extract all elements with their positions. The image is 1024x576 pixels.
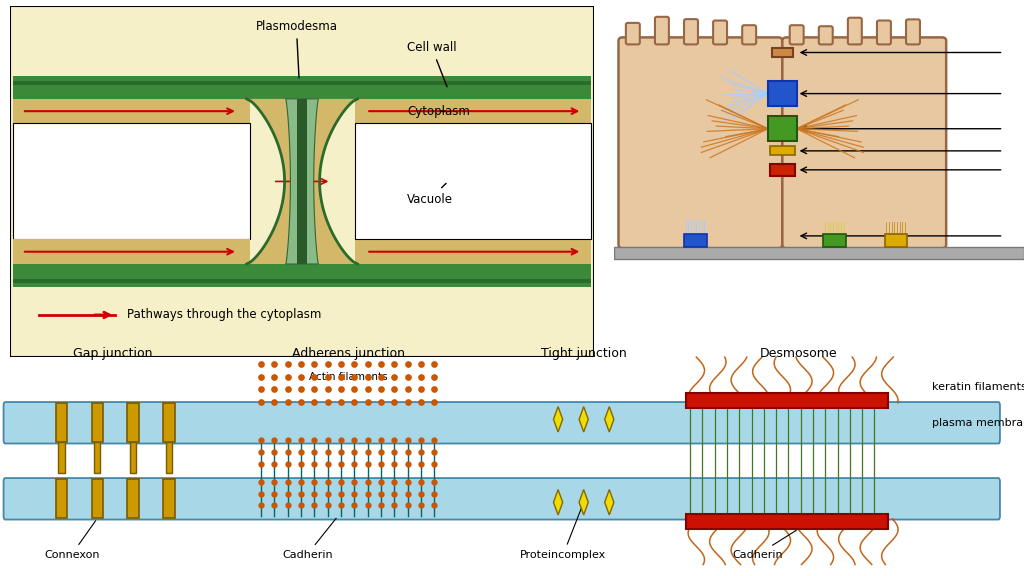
Polygon shape bbox=[286, 99, 318, 264]
Bar bbox=[354, 76, 591, 99]
FancyBboxPatch shape bbox=[782, 37, 946, 248]
Text: Pathways through the cytoplasm: Pathways through the cytoplasm bbox=[127, 309, 322, 321]
Bar bbox=[768, 116, 797, 141]
Bar bbox=[354, 99, 591, 123]
Bar bbox=[13, 81, 250, 85]
Text: Connexon: Connexon bbox=[44, 521, 99, 559]
Bar bbox=[354, 81, 591, 85]
Bar bbox=[127, 403, 139, 442]
Bar bbox=[247, 81, 354, 85]
Text: Cadherin: Cadherin bbox=[732, 530, 797, 559]
FancyBboxPatch shape bbox=[3, 478, 999, 520]
Polygon shape bbox=[553, 490, 563, 515]
Bar bbox=[92, 403, 102, 442]
Bar bbox=[164, 403, 174, 442]
Text: Vacuole: Vacuole bbox=[408, 183, 454, 206]
Bar bbox=[885, 234, 907, 248]
Polygon shape bbox=[580, 490, 588, 515]
Polygon shape bbox=[247, 99, 357, 264]
FancyBboxPatch shape bbox=[618, 37, 782, 248]
Polygon shape bbox=[604, 490, 614, 515]
Text: Gap junction: Gap junction bbox=[73, 347, 153, 360]
Bar bbox=[55, 479, 68, 518]
Bar bbox=[770, 146, 795, 155]
Text: Adherens junction: Adherens junction bbox=[292, 347, 404, 360]
Polygon shape bbox=[553, 407, 563, 432]
Bar bbox=[58, 442, 65, 473]
FancyBboxPatch shape bbox=[713, 21, 727, 44]
Text: Proteincomplex: Proteincomplex bbox=[520, 505, 606, 559]
Bar bbox=[247, 279, 354, 283]
Text: Desmosome: Desmosome bbox=[760, 347, 838, 360]
Text: Tight junction: Tight junction bbox=[541, 347, 627, 360]
Bar bbox=[166, 442, 172, 473]
Bar bbox=[94, 442, 100, 473]
FancyBboxPatch shape bbox=[626, 23, 640, 44]
Bar bbox=[13, 99, 250, 123]
Text: Actin filaments: Actin filaments bbox=[309, 372, 387, 382]
FancyBboxPatch shape bbox=[3, 402, 999, 444]
FancyBboxPatch shape bbox=[906, 20, 920, 44]
FancyBboxPatch shape bbox=[877, 21, 891, 44]
Bar bbox=[127, 479, 139, 518]
Text: Plasmodesma: Plasmodesma bbox=[255, 20, 337, 78]
Bar bbox=[354, 264, 591, 287]
FancyBboxPatch shape bbox=[684, 19, 698, 44]
Bar bbox=[684, 234, 707, 248]
Bar bbox=[823, 234, 846, 248]
Text: Cytoplasm: Cytoplasm bbox=[408, 105, 470, 118]
Text: plasma membrane: plasma membrane bbox=[932, 418, 1024, 428]
Bar bbox=[297, 99, 307, 264]
Bar bbox=[13, 264, 250, 287]
Bar bbox=[354, 240, 591, 264]
Bar bbox=[770, 164, 795, 176]
Polygon shape bbox=[604, 407, 614, 432]
Bar bbox=[92, 479, 102, 518]
Bar bbox=[354, 123, 591, 240]
Polygon shape bbox=[580, 407, 588, 432]
FancyBboxPatch shape bbox=[742, 25, 756, 44]
Bar bbox=[686, 514, 888, 529]
Text: Cadherin: Cadherin bbox=[282, 518, 336, 559]
Bar bbox=[768, 81, 797, 106]
Text: keratin filaments: keratin filaments bbox=[932, 382, 1024, 392]
Bar bbox=[354, 123, 591, 240]
FancyBboxPatch shape bbox=[848, 18, 862, 44]
Bar bbox=[686, 393, 888, 408]
Bar bbox=[13, 279, 250, 283]
Bar bbox=[614, 248, 1024, 259]
FancyBboxPatch shape bbox=[790, 25, 804, 44]
FancyBboxPatch shape bbox=[655, 17, 669, 44]
Bar bbox=[247, 264, 354, 287]
Bar bbox=[247, 76, 354, 99]
FancyBboxPatch shape bbox=[819, 26, 833, 44]
Bar bbox=[13, 76, 250, 99]
Text: Cell wall: Cell wall bbox=[408, 41, 457, 87]
Bar bbox=[354, 279, 591, 283]
Bar bbox=[13, 240, 250, 264]
Bar bbox=[13, 123, 250, 240]
Bar bbox=[164, 479, 174, 518]
Bar bbox=[55, 403, 68, 442]
Bar bbox=[772, 48, 793, 56]
Bar bbox=[130, 442, 136, 473]
